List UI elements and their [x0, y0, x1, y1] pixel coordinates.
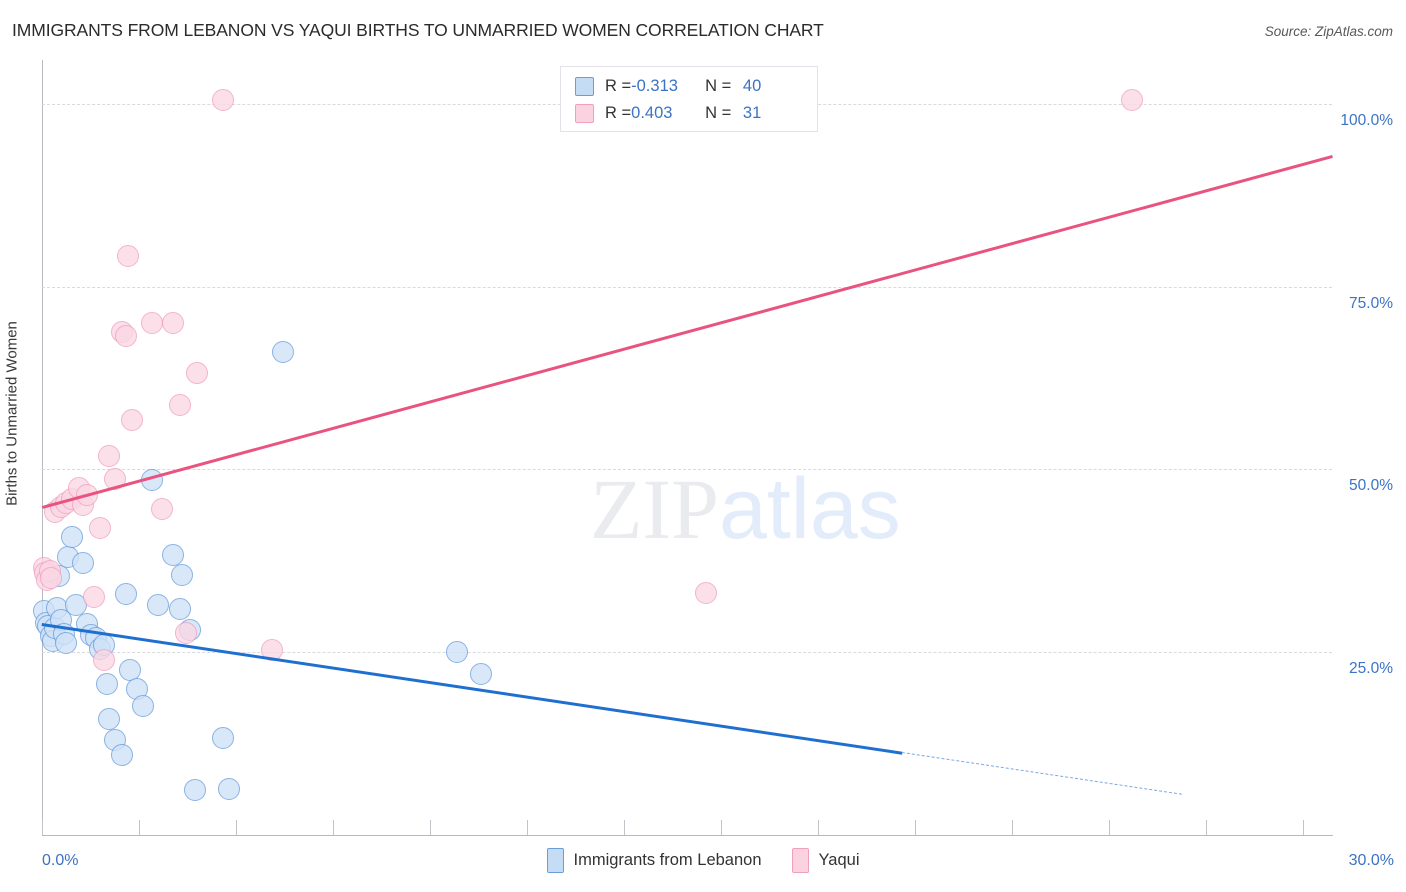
scatter-point-blue[interactable]	[445, 641, 468, 664]
stats-n-value-lebanon: 40	[742, 77, 762, 95]
scatter-point-pink[interactable]	[1121, 89, 1144, 112]
x-axis-tick	[526, 820, 528, 835]
gridline-y	[42, 469, 1332, 471]
stats-r-value-yaqui: 0.403	[631, 104, 673, 122]
scatter-point-pink[interactable]	[121, 408, 144, 431]
stats-r-value-lebanon: -0.313	[631, 77, 678, 95]
legend-label-yaqui: Yaqui	[818, 851, 860, 869]
scatter-point-pink[interactable]	[104, 467, 127, 490]
scatter-point-blue[interactable]	[114, 582, 137, 605]
stats-swatch-lebanon	[575, 77, 594, 96]
scatter-point-blue[interactable]	[218, 777, 241, 800]
legend-label-lebanon: Immigrants from Lebanon	[573, 851, 762, 869]
x-axis-max-label: 30.0%	[1348, 852, 1394, 869]
legend-swatch-yaqui	[791, 848, 809, 873]
legend-item-yaqui[interactable]: Yaqui	[791, 848, 860, 873]
x-axis-line	[42, 835, 1333, 836]
y-axis-line	[42, 60, 43, 835]
scatter-point-pink[interactable]	[76, 484, 99, 507]
scatter-point-blue[interactable]	[54, 632, 77, 655]
x-axis-min-label: 0.0%	[42, 852, 79, 869]
x-axis-tick	[623, 820, 625, 835]
scatter-point-pink[interactable]	[82, 585, 105, 608]
stats-n-label-lebanon: N =	[705, 77, 732, 95]
scatter-point-pink[interactable]	[261, 639, 284, 662]
scatter-point-blue[interactable]	[469, 663, 492, 686]
scatter-point-pink[interactable]	[185, 361, 208, 384]
y-axis-title: Births to Unmarried Women	[3, 321, 21, 506]
source-attribution: Source: ZipAtlas.com	[1264, 24, 1393, 39]
scatter-point-blue[interactable]	[147, 593, 170, 616]
scatter-point-pink[interactable]	[117, 244, 139, 267]
scatter-point-pink[interactable]	[695, 581, 718, 604]
scatter-point-blue[interactable]	[71, 552, 94, 575]
x-axis-tick	[42, 820, 43, 835]
scatter-point-pink[interactable]	[114, 324, 137, 347]
legend-swatch-lebanon	[546, 848, 564, 873]
scatter-point-pink[interactable]	[93, 648, 116, 671]
scatter-point-pink[interactable]	[151, 497, 174, 520]
correlation-stats-legend: R = -0.313 N = 40 R = 0.403 N = 31	[560, 66, 818, 132]
page-title: IMMIGRANTS FROM LEBANON VS YAQUI BIRTHS …	[12, 20, 824, 40]
plot-area: ZIPatlas	[33, 60, 1333, 835]
stats-r-label-yaqui: R =	[605, 104, 632, 122]
scatter-point-pink[interactable]	[162, 312, 185, 335]
gridline-y	[42, 652, 1332, 654]
scatter-point-blue[interactable]	[271, 341, 294, 364]
stats-n-value-yaqui: 31	[742, 104, 762, 122]
x-axis-tick	[1302, 820, 1304, 835]
y-axis-tick-label: 50.0%	[1349, 477, 1393, 495]
x-axis-tick	[429, 820, 431, 835]
x-axis-tick	[138, 820, 140, 835]
scatter-point-blue[interactable]	[132, 694, 155, 717]
scatter-point-pink[interactable]	[97, 444, 120, 467]
x-axis-tick	[817, 820, 819, 835]
y-axis-tick-label: 75.0%	[1349, 294, 1393, 312]
x-axis-tick	[1011, 820, 1013, 835]
trendline-yaqui	[42, 155, 1333, 509]
scatter-point-blue[interactable]	[211, 726, 234, 749]
y-axis-tick-label: 100.0%	[1340, 111, 1393, 129]
scatter-point-pink[interactable]	[40, 566, 63, 589]
scatter-point-blue[interactable]	[61, 526, 84, 549]
trendline-lebanon-extension	[901, 751, 1182, 795]
scatter-point-blue[interactable]	[170, 563, 193, 586]
scatter-point-blue[interactable]	[168, 598, 191, 621]
legend-item-lebanon[interactable]: Immigrants from Lebanon	[546, 848, 762, 873]
watermark-zip: ZIP	[590, 461, 719, 557]
zipatlas-watermark: ZIPatlas	[590, 466, 901, 552]
gridline-y	[42, 286, 1332, 288]
stats-row-yaqui: R = 0.403 N = 31	[575, 100, 807, 127]
watermark-atlas: atlas	[719, 461, 901, 557]
scatter-point-blue[interactable]	[110, 743, 133, 766]
scatter-point-blue[interactable]	[162, 543, 185, 566]
scatter-point-pink[interactable]	[211, 89, 234, 112]
scatter-point-blue[interactable]	[183, 778, 206, 801]
stats-swatch-yaqui	[575, 104, 594, 123]
x-axis-tick	[914, 820, 916, 835]
scatter-point-blue[interactable]	[140, 469, 163, 492]
stats-text-yaqui: R = 0.403 N = 31	[605, 104, 761, 123]
trendline-lebanon	[41, 622, 902, 755]
series-legend: Immigrants from Lebanon Yaqui	[0, 848, 1406, 873]
x-axis-tick	[720, 820, 722, 835]
scatter-point-pink[interactable]	[168, 394, 191, 417]
y-axis-tick-label: 25.0%	[1349, 660, 1393, 678]
scatter-point-pink[interactable]	[175, 622, 198, 645]
x-axis-tick	[235, 820, 237, 835]
scatter-point-pink[interactable]	[89, 516, 112, 539]
stats-row-lebanon: R = -0.313 N = 40	[575, 73, 807, 100]
x-axis-tick	[332, 820, 334, 835]
x-axis-tick	[1205, 820, 1207, 835]
scatter-point-blue[interactable]	[95, 673, 118, 696]
stats-r-label-lebanon: R =	[605, 77, 632, 95]
stats-n-label-yaqui: N =	[705, 104, 732, 122]
x-axis-tick	[1108, 820, 1110, 835]
scatter-point-pink[interactable]	[140, 312, 163, 335]
scatter-point-blue[interactable]	[97, 708, 120, 731]
stats-text-lebanon: R = -0.313 N = 40	[605, 77, 761, 96]
